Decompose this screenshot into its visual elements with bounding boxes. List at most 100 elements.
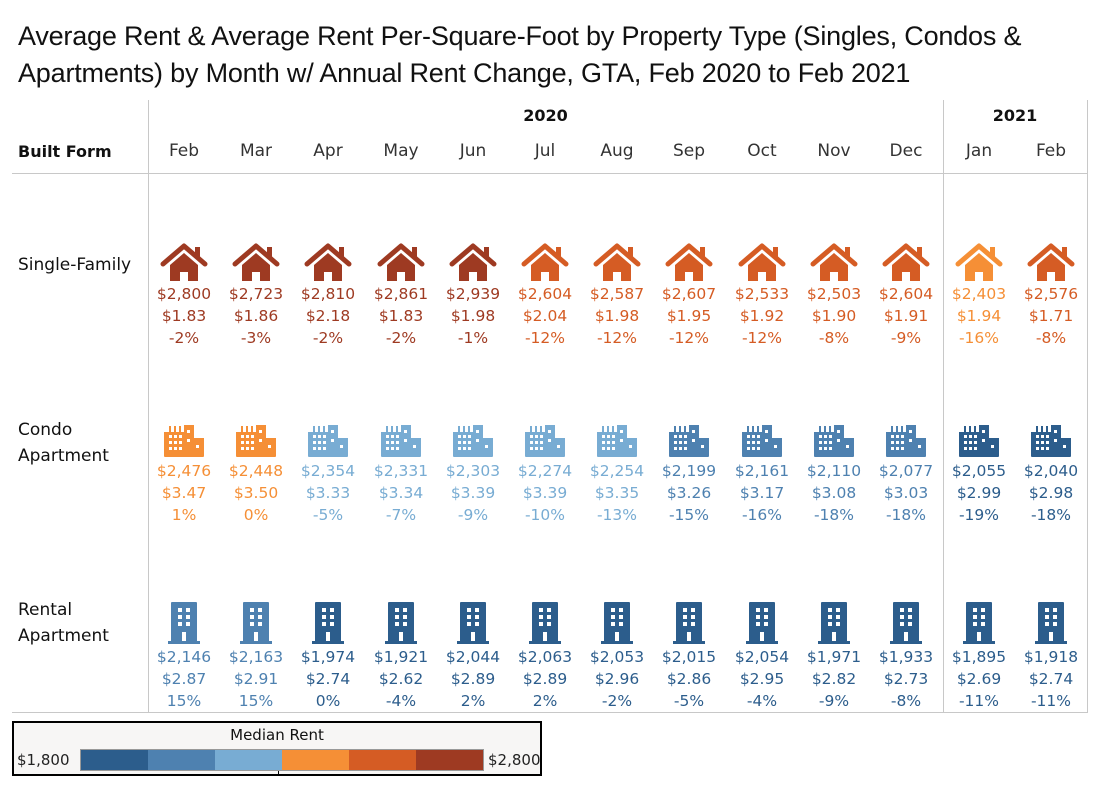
annual-change-value: -8% [818, 329, 850, 347]
rent-per-sqft-value: $2.62 [378, 670, 424, 688]
data-cell[interactable]: $2,576 $1.71 -8% [1015, 243, 1087, 349]
data-cell[interactable]: $2,161 $3.17 -16% [726, 422, 798, 526]
annual-change-value: -18% [1030, 506, 1072, 524]
avg-rent-value: $2,163 [228, 648, 284, 666]
house-icon [653, 243, 725, 283]
data-cell[interactable]: $2,274 $3.39 -10% [509, 422, 581, 526]
condo-building-icon [148, 422, 220, 460]
condo-building-icon [292, 422, 364, 460]
data-cell[interactable]: $2,254 $3.35 -13% [581, 422, 653, 526]
data-cell[interactable]: $2,861 $1.83 -2% [365, 243, 437, 349]
avg-rent-value: $2,503 [806, 285, 862, 303]
condo-building-icon [798, 422, 870, 460]
data-cell[interactable]: $2,476 $3.47 1% [148, 422, 220, 526]
data-cell[interactable]: $1,921 $2.62 -4% [365, 600, 437, 712]
rent-per-sqft-value: $3.34 [378, 484, 424, 502]
data-cell[interactable]: $2,939 $1.98 -1% [437, 243, 509, 349]
avg-rent-value: $2,448 [228, 462, 284, 480]
data-cell[interactable]: $2,044 $2.89 2% [437, 600, 509, 712]
data-cell[interactable]: $2,604 $2.04 -12% [509, 243, 581, 349]
data-cell[interactable]: $2,063 $2.89 2% [509, 600, 581, 712]
data-cell[interactable]: $2,053 $2.96 -2% [581, 600, 653, 712]
data-cell[interactable]: $1,895 $2.69 -11% [943, 600, 1015, 712]
avg-rent-value: $1,918 [1023, 648, 1079, 666]
chart-title: Average Rent & Average Rent Per-Square-F… [18, 21, 1022, 88]
data-cell[interactable]: $1,933 $2.73 -8% [870, 600, 942, 712]
rent-per-sqft-value: $1.98 [450, 307, 496, 325]
rent-per-sqft-value: $2.91 [233, 670, 279, 688]
annual-change-value: -2% [601, 692, 633, 710]
avg-rent-value: $2,110 [806, 462, 862, 480]
annual-change-value: -4% [746, 692, 778, 710]
house-icon [943, 243, 1015, 283]
data-cell[interactable]: $2,163 $2.91 15% [220, 600, 292, 712]
apartment-building-icon [509, 600, 581, 646]
rent-per-sqft-value: $2.98 [1028, 484, 1074, 502]
apartment-building-icon [726, 600, 798, 646]
data-cell[interactable]: $2,015 $2.86 -5% [653, 600, 725, 712]
data-cell[interactable]: $2,199 $3.26 -15% [653, 422, 725, 526]
data-cell[interactable]: $2,354 $3.33 -5% [292, 422, 364, 526]
annual-change-value: 2% [460, 692, 486, 710]
annual-change-value: -15% [668, 506, 710, 524]
legend-color-step [148, 750, 215, 770]
condo-building-icon [870, 422, 942, 460]
avg-rent-value: $2,576 [1023, 285, 1079, 303]
rent-per-sqft-value: $1.95 [666, 307, 712, 325]
house-icon [365, 243, 437, 283]
data-cell[interactable]: $2,403 $1.94 -16% [943, 243, 1015, 349]
data-cell[interactable]: $2,110 $3.08 -18% [798, 422, 870, 526]
annual-change-value: 15% [238, 692, 274, 710]
data-cell[interactable]: $2,077 $3.03 -18% [870, 422, 942, 526]
annual-change-value: 1% [171, 506, 197, 524]
data-cell[interactable]: $2,054 $2.95 -4% [726, 600, 798, 712]
avg-rent-value: $2,533 [734, 285, 790, 303]
annual-change-value: -1% [457, 329, 489, 347]
data-cell[interactable]: $1,971 $2.82 -9% [798, 600, 870, 712]
annual-change-value: -5% [312, 506, 344, 524]
data-cell[interactable]: $2,800 $1.83 -2% [148, 243, 220, 349]
month-header: Apr [313, 141, 343, 161]
data-cell[interactable]: $2,331 $3.34 -7% [365, 422, 437, 526]
annual-change-value: -11% [1030, 692, 1072, 710]
data-cell[interactable]: $1,974 $2.74 0% [292, 600, 364, 712]
data-cell[interactable]: $2,810 $2.18 -2% [292, 243, 364, 349]
data-cell[interactable]: $2,723 $1.86 -3% [220, 243, 292, 349]
rent-per-sqft-value: $1.71 [1028, 307, 1074, 325]
data-cell[interactable]: $2,587 $1.98 -12% [581, 243, 653, 349]
data-cell[interactable]: $2,607 $1.95 -12% [653, 243, 725, 349]
rent-per-sqft-value: $2.73 [883, 670, 929, 688]
annual-change-value: -4% [385, 692, 417, 710]
rent-per-sqft-value: $3.17 [739, 484, 785, 502]
data-cell[interactable]: $2,604 $1.91 -9% [870, 243, 942, 349]
row-label-line: Single-Family [18, 255, 132, 275]
data-cell[interactable]: $2,040 $2.98 -18% [1015, 422, 1087, 526]
avg-rent-value: $2,476 [156, 462, 212, 480]
data-cell[interactable]: $1,918 $2.74 -11% [1015, 600, 1087, 712]
condo-building-icon [943, 422, 1015, 460]
avg-rent-value: $2,040 [1023, 462, 1079, 480]
avg-rent-value: $2,810 [300, 285, 356, 303]
avg-rent-value: $2,044 [445, 648, 501, 666]
rent-per-sqft-value: $3.08 [811, 484, 857, 502]
avg-rent-value: $1,933 [878, 648, 934, 666]
legend-color-ramp [80, 749, 484, 771]
data-cell[interactable]: $2,503 $1.90 -8% [798, 243, 870, 349]
house-icon [870, 243, 942, 283]
rent-per-sqft-value: $3.39 [450, 484, 496, 502]
row-dimension-header: Built Form [18, 142, 112, 161]
house-icon [509, 243, 581, 283]
avg-rent-value: $2,723 [228, 285, 284, 303]
legend-color-step [282, 750, 349, 770]
apartment-building-icon [1015, 600, 1087, 646]
data-cell[interactable]: $2,303 $3.39 -9% [437, 422, 509, 526]
data-cell[interactable]: $2,533 $1.92 -12% [726, 243, 798, 349]
rent-per-sqft-value: $3.35 [594, 484, 640, 502]
data-cell[interactable]: $2,146 $2.87 15% [148, 600, 220, 712]
row-label-condo-apartment: Condo Apartment [18, 417, 109, 469]
annual-change-value: -12% [741, 329, 783, 347]
month-header: Jul [534, 141, 556, 161]
data-cell[interactable]: $2,055 $2.99 -19% [943, 422, 1015, 526]
data-cell[interactable]: $2,448 $3.50 0% [220, 422, 292, 526]
legend-color-step [81, 750, 148, 770]
